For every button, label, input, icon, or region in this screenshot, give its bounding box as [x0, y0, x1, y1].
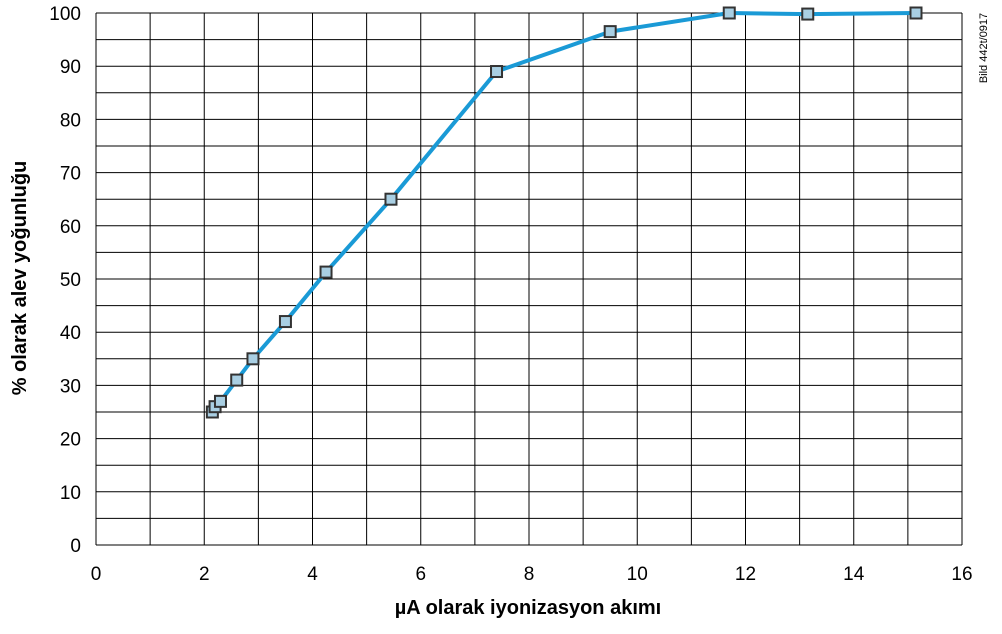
figure-code: Bild 442t/0917 — [978, 13, 990, 83]
y-tick-label: 20 — [60, 430, 81, 451]
y-tick-label: 40 — [60, 323, 81, 344]
x-tick-label: 4 — [307, 564, 318, 585]
x-tick-label: 2 — [199, 564, 210, 585]
y-tick-label: 60 — [60, 217, 81, 238]
data-point-marker — [722, 6, 736, 20]
data-point-marker — [278, 315, 292, 329]
grid — [95, 12, 963, 546]
data-point-marker — [230, 373, 244, 387]
y-tick-label: 30 — [60, 376, 81, 397]
data-point-marker — [384, 192, 398, 206]
x-tick-label: 8 — [524, 564, 535, 585]
y-tick-label: 70 — [60, 164, 81, 185]
y-tick-label: 0 — [70, 536, 81, 557]
x-tick-label: 12 — [735, 564, 756, 585]
data-point-marker — [909, 6, 923, 20]
marker-layer — [205, 6, 923, 419]
x-tick-label: 16 — [951, 564, 972, 585]
x-tick-label: 10 — [627, 564, 648, 585]
x-tick-label: 14 — [843, 564, 865, 585]
data-point-marker — [319, 265, 333, 279]
y-tick-label: 10 — [60, 483, 81, 504]
y-tick-label: 100 — [49, 4, 81, 25]
y-tick-label: 50 — [60, 270, 81, 291]
data-point-marker — [213, 394, 227, 408]
x-tick-label: 6 — [415, 564, 426, 585]
x-tick-label: 0 — [91, 564, 102, 585]
x-axis-ticks: 0 2 4 6 8 10 12 14 16 — [91, 564, 973, 585]
data-point-marker — [801, 7, 815, 21]
data-point-marker — [246, 352, 260, 366]
series-line — [210, 11, 918, 414]
y-tick-label: 80 — [60, 110, 81, 131]
y-axis-ticks: 0 10 20 30 40 50 60 70 80 90 100 — [49, 4, 81, 557]
y-axis-title: % olarak alev yoğunluğu — [9, 161, 31, 396]
y-tick-label: 90 — [60, 57, 81, 78]
data-point-marker — [603, 25, 617, 39]
series-line-layer — [210, 11, 918, 414]
x-axis-title: µA olarak iyonizasyon akımı — [395, 597, 661, 619]
data-point-marker — [490, 65, 504, 79]
